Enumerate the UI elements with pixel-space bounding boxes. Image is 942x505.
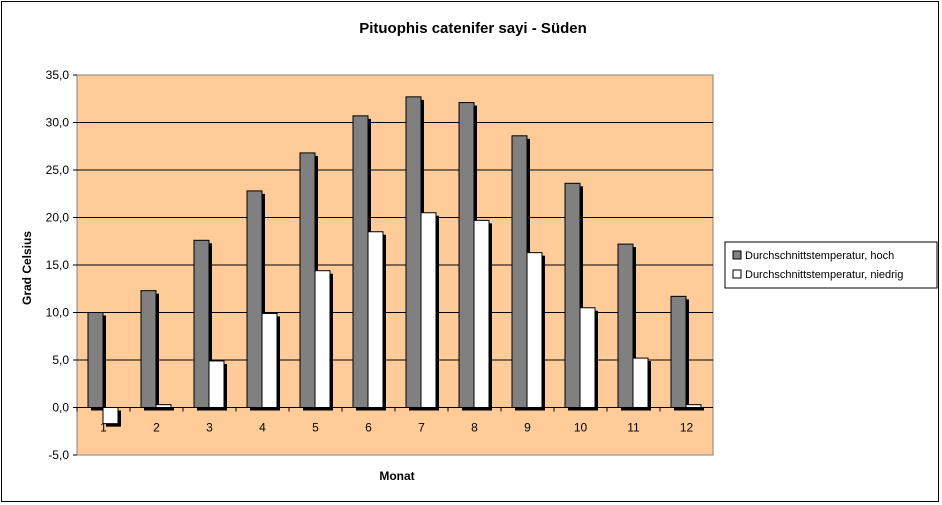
x-tick-label: 12 bbox=[680, 421, 694, 435]
bar-shadow bbox=[689, 407, 704, 411]
bar-low-11 bbox=[632, 357, 649, 409]
x-tick-label: 2 bbox=[153, 421, 160, 435]
bar-high-7 bbox=[405, 96, 422, 408]
y-axis-title: Grad Celsius bbox=[20, 231, 34, 305]
x-tick-label: 1 bbox=[100, 421, 107, 435]
y-tick-label: 15,0 bbox=[46, 258, 70, 272]
bar-high-12 bbox=[670, 295, 687, 409]
y-tick-label: 10,0 bbox=[46, 306, 70, 320]
bar-high-2 bbox=[140, 290, 157, 408]
y-tick-label: 25,0 bbox=[46, 163, 70, 177]
gridlines bbox=[77, 122, 713, 408]
y-tick-label: 0,0 bbox=[52, 401, 69, 415]
legend-label-high: Durchschnittstemperatur, hoch bbox=[745, 250, 894, 262]
bars bbox=[77, 96, 713, 427]
bar-low-3 bbox=[208, 360, 225, 409]
x-tick-label: 9 bbox=[524, 421, 531, 435]
bar-high-4 bbox=[246, 190, 263, 408]
bar-high-8 bbox=[458, 102, 475, 409]
bar-low-7 bbox=[420, 212, 437, 408]
chart-title: Pituophis catenifer sayi - Süden bbox=[359, 20, 587, 37]
x-tick-label: 4 bbox=[259, 421, 266, 435]
legend-swatch-high bbox=[732, 250, 742, 260]
legend-swatch-low bbox=[732, 269, 742, 279]
x-tick-label: 10 bbox=[574, 421, 588, 435]
bar-low-4 bbox=[261, 312, 278, 409]
y-tick-label: -5,0 bbox=[48, 448, 69, 462]
x-axis-ticks: 1 2 3 4 5 6 7 8 9 10 11 12 bbox=[76, 407, 694, 435]
bar-high-6 bbox=[352, 115, 369, 408]
x-tick-label: 6 bbox=[365, 421, 372, 435]
bar-low-6 bbox=[367, 231, 384, 408]
bar-high-1 bbox=[87, 312, 104, 408]
x-tick-label: 11 bbox=[627, 421, 640, 435]
bar-low-9 bbox=[526, 252, 543, 408]
bar-shadow bbox=[159, 407, 174, 411]
legend-label-low: Durchschnittstemperatur, niedrig bbox=[745, 269, 903, 281]
y-axis-ticks: -5,0 0,0 5,0 10,0 15,0 20,0 25,0 30,0 35,0 bbox=[46, 68, 77, 462]
y-tick-label: 20,0 bbox=[46, 211, 70, 225]
x-tick-label: 8 bbox=[471, 421, 478, 435]
y-tick-label: 35,0 bbox=[46, 68, 70, 82]
y-tick-label: 30,0 bbox=[46, 116, 70, 130]
x-tick-label: 3 bbox=[206, 421, 213, 435]
bar-high-9 bbox=[511, 135, 528, 409]
legend: Durchschnittstemperatur, hoch Durchschni… bbox=[724, 241, 938, 289]
bar-high-3 bbox=[193, 239, 210, 408]
bar-low-5 bbox=[314, 270, 331, 409]
bar-low-10 bbox=[579, 307, 596, 408]
x-axis-title: Monat bbox=[379, 469, 414, 483]
legend-box bbox=[724, 241, 938, 289]
bar-low-8 bbox=[473, 219, 490, 408]
x-tick-label: 7 bbox=[418, 421, 425, 435]
bar-high-11 bbox=[617, 243, 634, 408]
bar-high-10 bbox=[564, 182, 581, 408]
x-tick-label: 5 bbox=[312, 421, 319, 435]
y-tick-label: 5,0 bbox=[52, 353, 69, 367]
bar-high-5 bbox=[299, 152, 316, 408]
